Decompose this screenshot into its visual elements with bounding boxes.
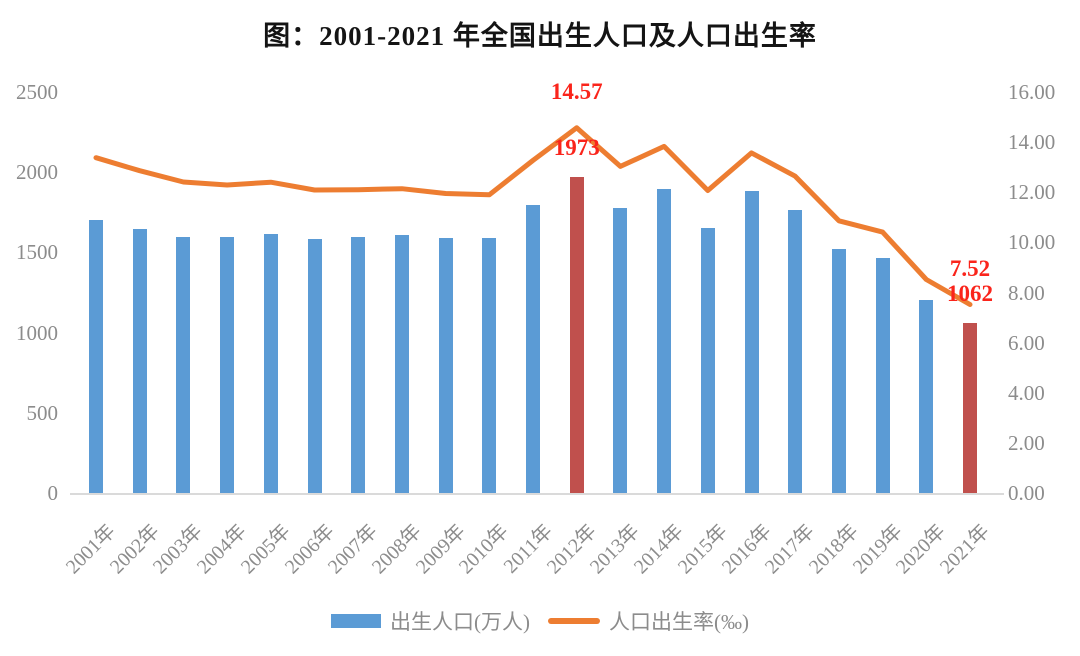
bar-2016年 xyxy=(744,190,759,493)
legend-label-rate: 人口出生率(‰) xyxy=(609,610,749,634)
x-axis-label-2015年: 2015年 xyxy=(673,520,732,579)
y-axis-tick-left: 2000 xyxy=(16,160,58,185)
y-axis-tick-left: 1500 xyxy=(16,240,58,265)
bar-2005年 xyxy=(263,233,278,493)
bar-2001年 xyxy=(89,219,103,493)
legend-line-swatch xyxy=(548,618,600,624)
y-axis-tick-right: 14.00 xyxy=(1008,130,1056,155)
y-axis-tick-right: 0.00 xyxy=(1008,481,1045,505)
y-axis-tick-left: 2500 xyxy=(16,80,58,104)
y-axis-tick-left: 500 xyxy=(26,400,59,425)
annotation-1973: 1973 xyxy=(553,134,600,160)
bar-2012年 xyxy=(569,176,584,493)
x-axis-line xyxy=(70,493,1004,495)
x-axis-label-2021年: 2021年 xyxy=(935,520,994,579)
y-axis-tick-right: 10.00 xyxy=(1008,230,1056,255)
y-axis-tick-right: 4.00 xyxy=(1008,380,1045,405)
bar-2006年 xyxy=(307,238,322,493)
bar-2009年 xyxy=(438,237,453,493)
chart-title: 图：2001-2021 年全国出生人口及人口出生率 xyxy=(263,21,817,51)
bar-2019年 xyxy=(875,258,890,493)
legend: 出生人口(万人) 人口出生率(‰) xyxy=(0,606,1080,636)
x-axis-label-2008年: 2008年 xyxy=(367,520,426,579)
x-axis-label-2016年: 2016年 xyxy=(717,520,776,579)
y-axis-tick-left: 0 xyxy=(47,481,59,505)
bar-2017年 xyxy=(788,209,803,493)
bar-2020年 xyxy=(919,300,934,493)
bar-2002年 xyxy=(132,228,147,493)
bar-2010年 xyxy=(482,238,497,493)
bar-2008年 xyxy=(394,235,409,493)
bar-2013年 xyxy=(613,208,628,493)
bar-2021年 xyxy=(963,322,977,493)
x-axis-label-2014年: 2014年 xyxy=(629,520,688,579)
y-axis-tick-right: 6.00 xyxy=(1008,330,1045,355)
bar-2004年 xyxy=(220,237,235,493)
x-axis-label-2018年: 2018年 xyxy=(804,520,863,579)
x-axis-label-2001年: 2001年 xyxy=(61,520,120,579)
bar-2011年 xyxy=(526,204,540,493)
y-axis-tick-left: 1000 xyxy=(16,320,58,345)
bar-2018年 xyxy=(831,248,846,493)
annotation-1062: 1062 xyxy=(947,280,993,306)
legend-bar-swatch xyxy=(331,614,381,628)
y-axis-tick-right: 8.00 xyxy=(1008,280,1045,305)
x-axis-label-2004年: 2004年 xyxy=(192,520,251,579)
x-axis-label-2006年: 2006年 xyxy=(280,520,339,579)
x-axis-label-2011年: 2011年 xyxy=(499,520,557,578)
x-axis-label-2005年: 2005年 xyxy=(236,520,295,579)
bar-2007年 xyxy=(351,237,366,493)
legend-label-births: 出生人口(万人) xyxy=(390,610,530,634)
bar-2014年 xyxy=(657,189,672,493)
bar-2003年 xyxy=(176,236,191,493)
y-axis-tick-right: 16.00 xyxy=(1008,80,1056,104)
y-axis-tick-right: 12.00 xyxy=(1008,180,1056,205)
annotation-7.52: 7.52 xyxy=(949,255,991,281)
annotation-14.57: 14.57 xyxy=(550,78,603,104)
y-axis-tick-right: 2.00 xyxy=(1008,430,1045,455)
bar-2015年 xyxy=(700,227,715,493)
